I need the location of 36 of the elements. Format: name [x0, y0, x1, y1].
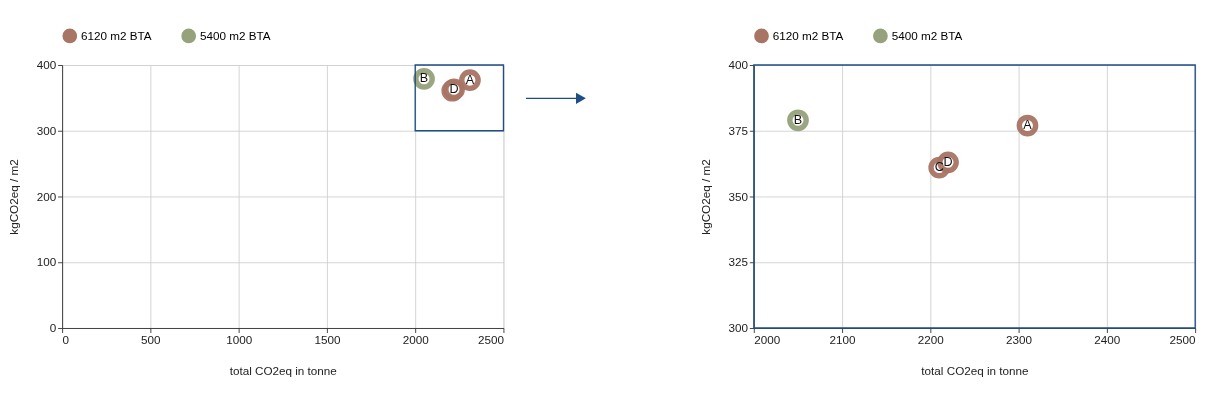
x-tick-label: 2200 [917, 332, 945, 346]
x-axis-title: total CO2eq in tonne [921, 364, 1029, 378]
y-tick-label: 300 [36, 123, 57, 137]
x-tick-label: 1500 [314, 332, 341, 346]
y-tick-label: 0 [49, 321, 57, 335]
y-tick-label: 200 [36, 189, 57, 203]
annotation: A [1023, 118, 1033, 133]
y-axis-title: kgCO2eq / m2 [6, 159, 20, 235]
y-tick-label: 400 [728, 58, 749, 72]
x-tick-label: 2500 [1169, 332, 1197, 346]
legend-label: 6120 m2 BTA [772, 28, 844, 42]
annotation: B [419, 71, 429, 86]
x-tick-label: 2500 [477, 332, 505, 346]
x-tick-label: 2000 [754, 332, 781, 346]
x-tick-label: 2400 [1094, 332, 1121, 346]
y-tick-label: 375 [728, 123, 749, 137]
legend-label: 5400 m2 BTA [891, 28, 963, 42]
y-axis-title: kgCO2eq / m2 [698, 159, 712, 235]
x-tick-label: 2300 [1006, 332, 1033, 346]
legend-label: 6120 m2 BTA [81, 28, 152, 42]
annotation: D [943, 154, 953, 169]
x-axis-title: total CO2eq in tonne [229, 364, 337, 378]
y-tick-label: 100 [36, 255, 57, 269]
x-tick-label: 2100 [829, 332, 857, 346]
legend-label: 5400 m2 BTA [199, 28, 271, 42]
annotation: D [449, 81, 459, 96]
x-tick-label: 0 [62, 332, 70, 346]
y-tick-label: 300 [728, 321, 749, 335]
y-tick-label: 325 [728, 255, 749, 269]
x-tick-label: 2000 [402, 332, 430, 346]
x-tick-label: 500 [141, 332, 162, 346]
x-tick-label: 1000 [226, 332, 253, 346]
y-tick-label: 350 [728, 189, 749, 203]
y-tick-label: 400 [36, 58, 57, 72]
annotation: A [465, 72, 475, 87]
annotation: B [793, 112, 803, 127]
